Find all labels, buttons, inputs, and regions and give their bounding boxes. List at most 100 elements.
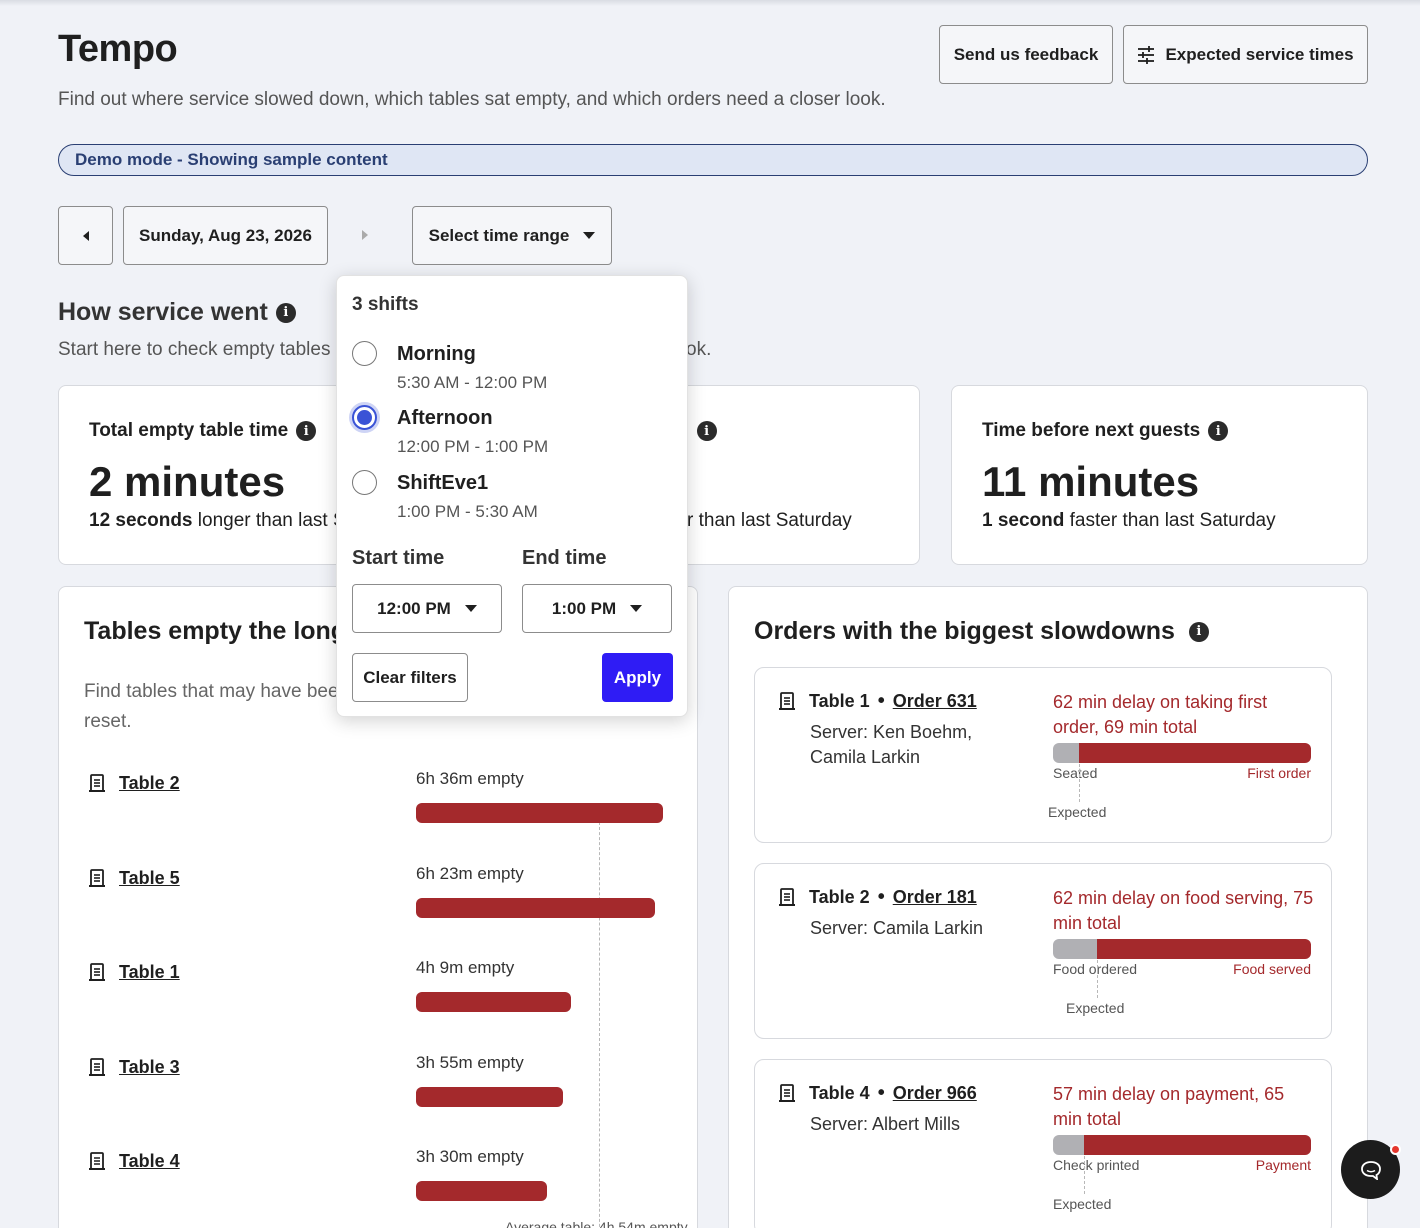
table-row: Table 5 6h 23m empty [59,862,697,952]
demo-mode-banner: Demo mode - Showing sample content [58,144,1368,176]
expected-segment [1053,939,1097,959]
metric-compare-text: faster than last Saturday [1064,510,1276,531]
metric-compare-text: longer than last S [192,510,346,531]
bar-start-label: Food ordered [1053,961,1138,977]
orders-panel-title: Orders with the biggest slowdowns i [754,617,1209,646]
shift-time: 1:00 PM - 5:30 AM [397,502,538,521]
expected-segment [1053,743,1079,763]
info-icon[interactable]: i [1188,621,1209,642]
metric-delta: 12 seconds [89,510,193,531]
metric-label-text: Total empty table time [89,420,289,441]
bar-start-label: Seated [1053,765,1098,781]
metric-delta: 1 second [982,510,1065,531]
time-range-dropdown: 3 shifts Morning 5:30 AM - 12:00 PM Afte… [336,275,688,717]
table-row: Table 4 3h 30m empty [59,1145,697,1228]
metric-comparison-second: r than last Saturday [687,510,852,531]
delay-segment [1097,939,1311,959]
tables-panel-desc-line: Find tables that may have bee [84,681,339,702]
orders-panel-title-text: Orders with the biggest slowdowns [754,617,1175,645]
separator-dot: • [877,886,885,908]
order-link[interactable]: Order 966 [892,1083,977,1103]
receipt-icon [89,963,105,983]
table-link[interactable]: Table 2 [119,773,180,793]
page-title: Tempo [58,28,178,70]
apply-button[interactable]: Apply [602,653,673,702]
start-time-value: 12:00 PM [377,598,451,618]
delay-segment [1084,1135,1311,1155]
notification-dot [1390,1144,1401,1155]
order-header: Table 1 • Order 631 [779,690,977,713]
radio-morning[interactable] [352,341,377,366]
radio-shifteve1[interactable] [352,470,377,495]
end-time-select[interactable]: 1:00 PM [522,584,672,633]
order-delay: 62 min delay on food serving, 75 min tot… [1053,888,1314,933]
sliders-icon [1137,45,1155,64]
order-server: Server: Albert Mills [810,1114,961,1134]
chat-icon [1360,1160,1382,1180]
order-server: Server: Ken Boehm, Camila Larkin [810,722,973,767]
expected-marker [1097,960,1098,998]
info-icon[interactable]: i [1208,421,1229,441]
bar-end-label: Payment [1255,1157,1311,1173]
receipt-icon [89,1152,105,1172]
empty-duration: 6h 36m empty [416,769,524,788]
shift-time: 5:30 AM - 12:00 PM [397,373,548,392]
order-card: Table 4 • Order 966 Server: Albert Mills 57 … [754,1059,1332,1228]
order-table: Table 4 [809,1083,870,1103]
receipt-icon [779,887,795,908]
metric-comparison: 1 second faster than last Saturday [982,510,1276,532]
overview-title: How service went i [58,298,296,327]
expected-label: Expected [1053,1196,1112,1212]
table-link[interactable]: Table 4 [119,1151,180,1171]
empty-duration: 3h 30m empty [416,1147,524,1166]
send-feedback-label: Send us feedback [953,44,1099,64]
table-link[interactable]: Table 1 [119,962,180,982]
metric-label: Time before next guests i [982,420,1229,442]
previous-day-button[interactable] [58,206,113,265]
empty-duration-bar [416,1181,547,1201]
expected-label: Expected [1066,1000,1125,1016]
shift-name: Morning [397,343,476,365]
table-row: Table 2 6h 36m empty [59,767,697,857]
table-row: Table 1 4h 9m empty [59,956,697,1046]
page-subtitle: Find out where service slowed down, whic… [58,89,886,110]
chevron-left-icon [82,230,89,241]
next-day-icon[interactable] [362,230,368,240]
caret-down-icon [583,232,596,239]
radio-afternoon[interactable] [352,405,377,430]
send-feedback-button[interactable]: Send us feedback [939,25,1113,84]
overview-description-left: Start here to check empty tables [58,339,331,360]
tables-panel-desc-line: reset. [84,711,132,732]
empty-duration-bar [416,1086,563,1107]
bar-start-label: Check printed [1053,1157,1140,1173]
empty-duration: 4h 9m empty [416,958,515,977]
receipt-icon [89,774,105,794]
tables-panel-title: Tables empty the longe [84,617,360,645]
info-icon[interactable]: i [696,421,717,441]
receipt-icon [779,1083,795,1104]
start-time-select[interactable]: 12:00 PM [352,584,502,633]
table-link[interactable]: Table 3 [119,1056,180,1077]
shift-time: 12:00 PM - 1:00 PM [397,437,549,456]
date-display-button[interactable]: Sunday, Aug 23, 2026 [123,206,328,265]
bar-end-label: Food served [1233,961,1311,977]
table-row: Table 3 3h 55m empty [59,1051,697,1141]
metric-label-text: Time before next guests [982,420,1201,441]
shifts-heading: 3 shifts [352,294,419,315]
metric-label: Total empty table time i [89,420,317,442]
order-delay: 62 min delay on taking first order, 69 m… [1053,692,1268,737]
average-line [599,817,600,1228]
info-icon[interactable]: i [275,302,296,323]
info-icon[interactable]: i [296,421,317,441]
expected-service-times-label: Expected service times [1165,44,1354,64]
shift-name: Afternoon [397,407,493,429]
orders-slowdown-panel: Orders with the biggest slowdowns i Tabl… [728,586,1368,1228]
average-label: Average table: 4h 54m empty [505,1219,688,1228]
clear-filters-button[interactable]: Clear filters [352,653,468,702]
expected-service-times-button[interactable]: Expected service times [1123,25,1368,84]
order-link[interactable]: Order 631 [892,691,977,711]
order-link[interactable]: Order 181 [892,887,977,907]
empty-duration-bar [416,803,663,823]
select-time-range-button[interactable]: Select time range [412,206,612,265]
table-link[interactable]: Table 5 [119,867,180,888]
